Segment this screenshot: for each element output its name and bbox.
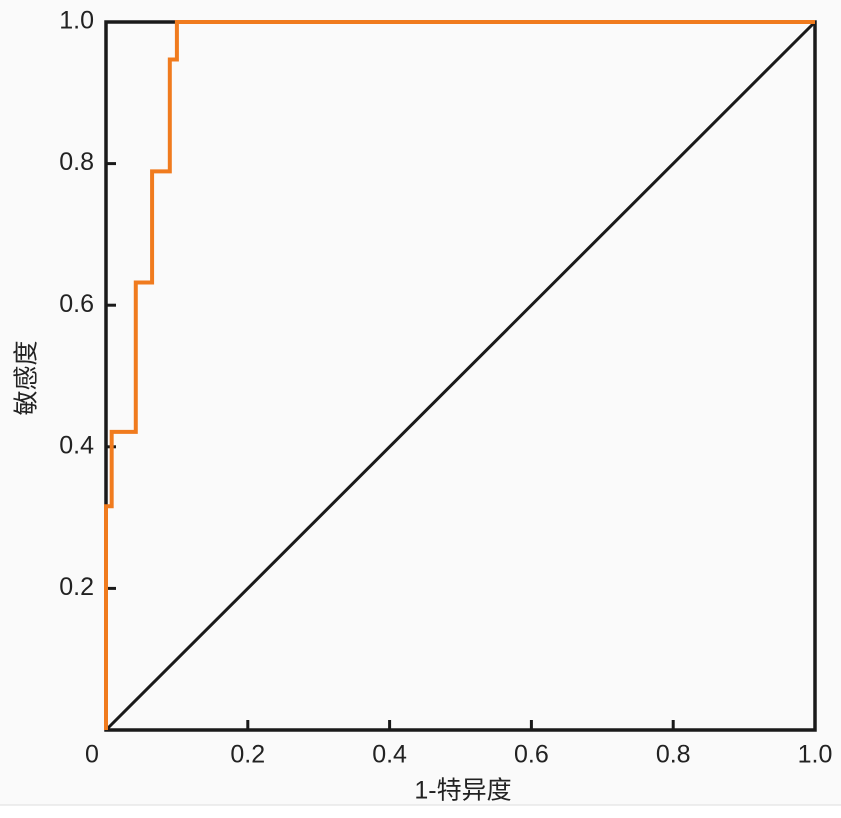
roc-curve — [104, 20, 815, 730]
x-tick-label: 0.4 — [372, 741, 407, 769]
y-tick-label: 0.4 — [59, 431, 94, 459]
x-tick-label: 0.2 — [230, 741, 265, 769]
x-tick-label: 1.0 — [798, 741, 833, 769]
x-tick-label: 0.8 — [656, 741, 691, 769]
y-axis-label: 敏感度 — [13, 340, 41, 415]
y-tick-label: 0.8 — [59, 148, 94, 176]
y-tick-label: 1.0 — [59, 7, 94, 35]
x-tick-label: 0 — [85, 741, 99, 769]
y-tick-label: 0.2 — [59, 573, 94, 601]
x-axis-label: 1-特异度 — [414, 777, 511, 805]
x-tick-label: 0.6 — [514, 741, 549, 769]
reference-line — [104, 20, 817, 732]
y-tick-label: 0.6 — [59, 290, 94, 318]
